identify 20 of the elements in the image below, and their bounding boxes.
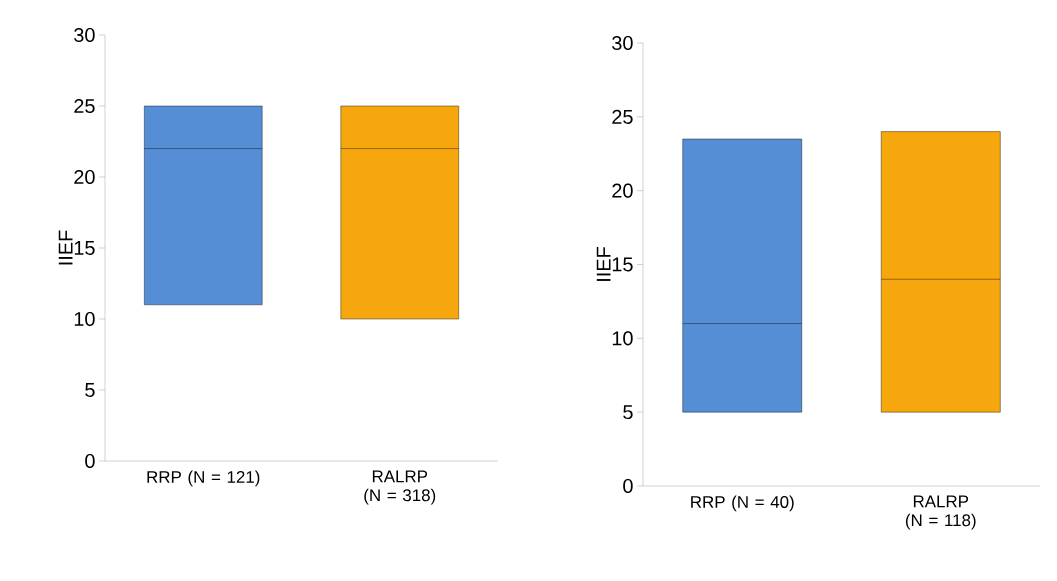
x-tick-label: RRP (N = 121) (147, 470, 260, 487)
y-axis-title: IIEF (596, 247, 611, 281)
y-tick-label: 20 (612, 183, 633, 198)
x-tick-label: RRP (N = 40) (691, 495, 794, 512)
y-tick-label: 20 (74, 169, 95, 185)
y-tick-label: 10 (74, 311, 95, 327)
y-tick-label: 30 (612, 35, 633, 51)
y-tick-label: 0 (623, 478, 633, 494)
y-axis-title: IIEF (58, 230, 73, 265)
y-tick-label: 30 (74, 27, 95, 43)
y-tick-label: 10 (612, 331, 633, 346)
y-tick-label: 5 (623, 405, 633, 420)
y-tick-label: 0 (85, 453, 95, 469)
x-tick-label: RALRP (N = 318) (364, 470, 436, 505)
y-tick-label: 5 (85, 383, 95, 397)
y-tick-label: 25 (612, 109, 633, 124)
y-tick-label: 25 (74, 98, 95, 114)
y-tick-label: 15 (612, 257, 633, 272)
x-tick-label: RALRP (N = 118) (905, 495, 976, 530)
y-tick-label: 15 (74, 241, 95, 255)
